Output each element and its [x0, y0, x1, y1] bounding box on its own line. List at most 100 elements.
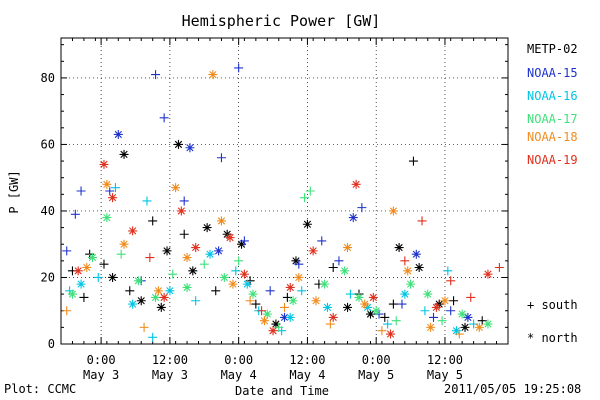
y-tick-label: 60 — [41, 137, 55, 151]
south-data-point — [168, 269, 178, 279]
south-data-point — [62, 246, 72, 256]
legend-label: NOAA-18 — [527, 130, 578, 144]
south-data-point — [400, 256, 410, 266]
symbol-legend-south: + south — [527, 298, 578, 312]
legend-item-noaa-15: NOAA-15 — [527, 66, 578, 80]
north-data-point — [259, 316, 269, 326]
x-tick-time-label: 12:00 — [427, 353, 463, 367]
south-data-point — [443, 266, 453, 276]
x-axis-label: Date and Time — [235, 384, 329, 398]
north-data-point — [308, 246, 318, 256]
north-data-point — [340, 266, 350, 276]
south-data-point — [99, 259, 109, 269]
south-data-point — [446, 276, 456, 286]
x-tick-date-label: May 4 — [221, 368, 257, 382]
north-data-point — [423, 289, 433, 299]
north-data-point — [185, 143, 195, 153]
south-data-point — [429, 312, 438, 322]
north-data-point — [294, 272, 304, 282]
south-data-point — [446, 306, 456, 316]
north-data-point — [351, 179, 361, 189]
south-data-point — [139, 322, 149, 332]
legend-item-noaa-18: NOAA-18 — [527, 130, 578, 144]
y-tick-label: 20 — [41, 270, 55, 284]
south-data-point — [245, 296, 255, 306]
north-data-point — [322, 302, 332, 312]
north-data-point — [400, 289, 410, 299]
legend-label: NOAA-17 — [527, 112, 578, 126]
north-data-point — [311, 296, 321, 306]
north-data-point — [214, 246, 224, 256]
legend-item-noaa-19: NOAA-19 — [527, 153, 578, 167]
north-data-point — [151, 292, 161, 302]
south-data-point — [159, 113, 169, 123]
south-data-point — [325, 319, 335, 329]
south-data-point — [70, 209, 80, 219]
north-data-point — [386, 329, 396, 339]
legend-item-noaa-17: NOAA-17 — [527, 112, 578, 126]
north-data-point — [242, 279, 252, 289]
north-data-point — [208, 70, 218, 80]
legend-item-metp-02: METP-02 — [527, 42, 578, 56]
x-tick-date-label: May 5 — [358, 368, 394, 382]
south-data-point — [449, 296, 459, 306]
south-data-point — [280, 302, 289, 312]
south-data-point — [466, 292, 476, 302]
north-data-point — [191, 243, 201, 253]
plot-credit: Plot: CCMC — [4, 382, 77, 396]
north-data-point — [354, 292, 364, 302]
legend-item-noaa-16: NOAA-16 — [527, 89, 578, 103]
south-data-point — [317, 236, 327, 246]
north-data-point — [343, 243, 353, 253]
x-tick-time-label: 0:00 — [224, 353, 253, 367]
north-data-point — [371, 306, 381, 316]
x-tick-date-label: May 4 — [289, 368, 325, 382]
plot-frame — [60, 37, 509, 345]
north-data-point — [483, 319, 493, 329]
south-data-point — [116, 249, 126, 259]
north-data-point — [99, 159, 109, 169]
north-data-point — [119, 239, 129, 249]
north-data-point — [348, 213, 358, 223]
y-tick-label: 80 — [41, 71, 55, 85]
south-data-point — [76, 186, 86, 196]
north-data-point — [182, 253, 192, 263]
series-noaa-19 — [73, 159, 504, 339]
south-data-point — [391, 316, 401, 326]
north-data-point — [108, 272, 118, 282]
south-data-point — [211, 286, 221, 296]
south-data-point — [377, 326, 387, 336]
north-data-point — [431, 302, 441, 312]
south-data-point — [328, 263, 338, 272]
north-data-point — [119, 149, 129, 159]
legend-label: NOAA-15 — [527, 66, 578, 80]
north-data-point — [403, 266, 413, 276]
south-data-point — [148, 216, 158, 226]
north-data-point — [426, 322, 436, 332]
north-data-point — [463, 312, 473, 322]
y-tick-label: 0 — [48, 337, 55, 351]
north-data-point — [411, 249, 421, 259]
north-data-point — [176, 206, 186, 216]
symbol-legend-north: * north — [527, 331, 578, 345]
north-data-point — [88, 253, 98, 263]
north-data-point — [162, 246, 172, 256]
south-data-point — [191, 296, 201, 306]
north-data-point — [216, 216, 226, 226]
north-data-point — [248, 289, 258, 299]
north-data-point — [102, 179, 112, 189]
south-data-point — [151, 70, 161, 80]
south-data-point — [148, 332, 158, 342]
north-data-point — [388, 206, 398, 216]
x-tick-date-label: May 3 — [152, 368, 188, 382]
north-data-point — [165, 286, 175, 296]
south-data-point — [437, 316, 447, 326]
north-data-point — [153, 286, 163, 296]
north-data-point — [460, 322, 470, 332]
south-data-point — [294, 259, 304, 269]
north-data-point — [82, 263, 92, 272]
south-data-point — [357, 203, 367, 213]
north-data-point — [320, 279, 330, 289]
legend-label: METP-02 — [527, 42, 578, 56]
south-data-point — [345, 289, 355, 299]
